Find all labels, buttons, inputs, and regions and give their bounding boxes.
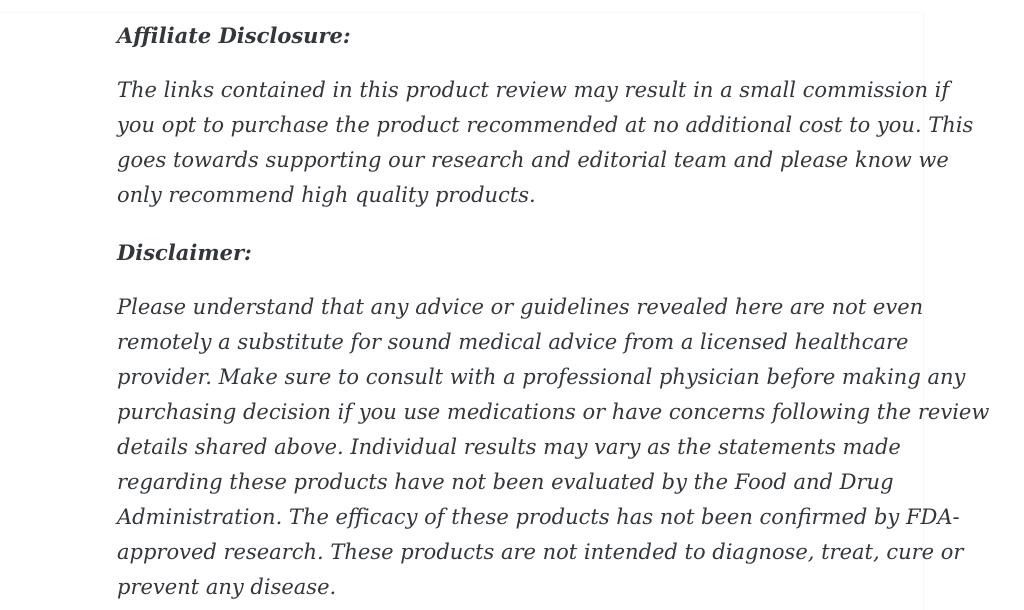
paragraph-line: approved research. These products are no… (117, 540, 964, 564)
paragraph-line: The links contained in this product revi… (117, 78, 950, 102)
paragraph-line: prevent any disease. (117, 575, 337, 599)
affiliate-disclosure-heading: Affiliate Disclosure: (117, 23, 351, 48)
disclosure-content: Affiliate Disclosure: The links containe… (117, 23, 990, 605)
paragraph-line: Administration. The efficacy of these pr… (117, 505, 960, 529)
affiliate-disclosure-paragraph: The links contained in this product revi… (117, 73, 977, 213)
paragraph-line: purchasing decision if you use medicatio… (117, 400, 990, 424)
paragraph-line: remotely a substitute for sound medical … (117, 330, 909, 354)
paragraph-line: only recommend high quality products. (117, 183, 536, 207)
paragraph-line: goes towards supporting our research and… (117, 148, 949, 172)
paragraph-line: provider. Make sure to consult with a pr… (117, 365, 966, 389)
paragraph-line: details shared above. Individual results… (117, 435, 901, 459)
disclaimer-heading: Disclaimer: (117, 240, 252, 265)
disclaimer-paragraph: Please understand that any advice or gui… (117, 290, 990, 605)
paragraph-line: Please understand that any advice or gui… (117, 295, 924, 319)
paragraph-line: regarding these products have not been e… (117, 470, 894, 494)
paragraph-line: you opt to purchase the product recommen… (117, 113, 974, 137)
